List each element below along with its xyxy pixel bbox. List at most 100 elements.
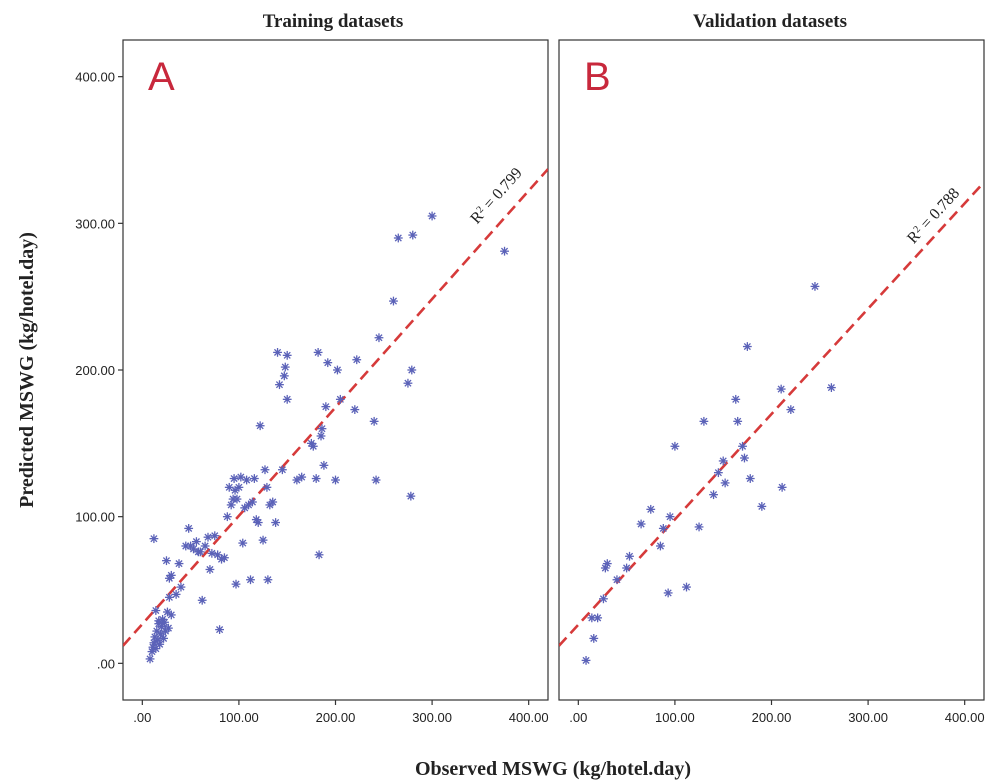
scatter-point-training-64 [253,518,263,527]
scatter-point-training-78 [282,394,292,404]
scatter-point-training-19 [166,610,176,620]
y-axis-title: Predicted MSWG (kg/hotel.day) [16,232,38,508]
scatter-point-validation-11 [646,504,656,514]
scatter-point-training-90 [321,402,331,412]
r2-sup-validation: 2 [911,224,922,235]
panel-letter-b: B [584,55,611,99]
scatter-point-training-32 [189,544,198,554]
scatter-point-training-92 [331,475,340,485]
scatter-point-training-40 [207,548,217,558]
scatter-point-training-91 [323,358,333,368]
scatter-point-training-68 [262,482,272,492]
scatter-point-training-85 [313,348,323,357]
scatter-point-validation-32 [777,482,787,492]
scatter-point-training-20 [149,534,159,544]
scatter-point-training-38 [203,532,213,542]
scatter-point-training-98 [371,475,381,485]
scatter-point-validation-9 [625,551,634,561]
scatter-point-training-53 [232,494,242,504]
scatter-point-training-43 [215,625,224,634]
scatter-point-validation-33 [786,405,796,414]
scatter-point-validation-23 [720,478,730,488]
scatter-point-training-95 [350,405,360,414]
scatter-point-training-27 [174,559,184,568]
scatter-point-training-33 [192,537,201,546]
scatter-point-training-73 [273,348,282,357]
scatter-point-training-17 [163,623,173,633]
scatter-point-training-60 [246,575,255,585]
scatter-point-training-18 [164,592,174,602]
scatter-point-training-69 [263,575,273,585]
scatter-point-validation-24 [731,394,741,404]
x-tick-label-validation-3: 300.00 [848,710,888,725]
scatter-point-training-93 [333,365,342,375]
scatter-point-training-52 [231,579,241,589]
scatter-point-training-9 [155,639,165,649]
scatter-point-validation-1 [587,613,597,623]
scatter-point-training-84 [311,474,321,483]
scatter-point-validation-30 [757,502,767,511]
scatter-point-training-83 [308,441,318,451]
scatter-point-validation-10 [636,519,646,529]
panel-title-training: Training datasets [263,11,404,32]
r2-text-training: = 0.799 [478,165,526,216]
scatter-point-training-36 [197,595,207,605]
panel-validation: Validation datasets B .00 100.00 200.00 300… [558,11,985,725]
x-axis-training: .00 100.00 200.00 300.00 400.00 [133,700,549,725]
fit-line-training [123,168,548,647]
scatter-point-validation-8 [622,563,632,573]
scatter-point-training-65 [255,421,265,431]
scatter-point-training-37 [200,541,210,551]
x-tick-label-training-3: 300.00 [412,710,452,725]
scatter-point-training-89 [319,460,329,470]
scatter-point-validation-17 [682,582,691,592]
scatter-point-training-58 [242,475,252,485]
scatter-point-validation-15 [665,512,675,522]
scatter-point-validation-13 [658,524,668,533]
scatter-point-training-106 [427,211,437,221]
scatter-point-training-66 [258,535,268,545]
scatter-point-training-51 [230,485,240,495]
x-tick-label-validation-1: 100.00 [655,710,695,725]
scatter-point-training-45 [220,553,229,563]
scatter-point-training-0 [145,654,155,664]
scatter-point-training-50 [229,474,239,483]
scatter-point-validation-0 [581,656,591,665]
y-tick-label-training-3: 300.00 [75,216,115,231]
x-tick-label-training-1: 100.00 [219,710,259,725]
scatter-point-validation-3 [593,613,603,623]
r2-sup-training: 2 [474,204,486,215]
points-validation [581,282,836,665]
scatter-point-training-30 [184,524,194,533]
scatter-point-training-23 [162,556,171,566]
scatter-point-validation-7 [612,575,622,585]
scatter-point-training-26 [171,590,181,599]
scatter-point-training-104 [407,365,417,375]
scatter-point-training-28 [176,582,186,592]
scatter-point-training-59 [244,500,253,510]
scatter-point-training-14 [160,617,169,627]
scatter-point-training-55 [236,472,246,482]
scatter-point-training-21 [151,606,161,615]
x-axis-title: Observed MSWG (kg/hotel.day) [415,758,691,780]
scatter-point-training-77 [280,362,290,372]
y-axis-training: .00 100.00 200.00 300.00 400.00 [75,70,123,671]
scatter-point-training-71 [268,497,278,507]
scatter-point-training-62 [249,474,259,483]
scatter-point-training-107 [500,246,509,256]
scatter-point-validation-26 [738,441,747,451]
scatter-point-training-86 [314,550,324,560]
scatter-point-training-80 [292,475,302,485]
scatter-point-validation-12 [656,541,665,551]
x-tick-label-validation-4: 400.00 [945,710,985,725]
scatter-point-validation-21 [713,468,723,478]
scatter-point-validation-6 [602,559,612,568]
scatter-point-validation-28 [742,342,752,351]
scatter-point-validation-20 [709,490,718,500]
scatter-point-training-94 [335,394,345,404]
scatter-point-training-75 [277,465,287,475]
scatter-point-training-13 [159,634,168,643]
scatter-point-training-39 [205,565,215,574]
scatter-point-training-72 [271,518,281,527]
